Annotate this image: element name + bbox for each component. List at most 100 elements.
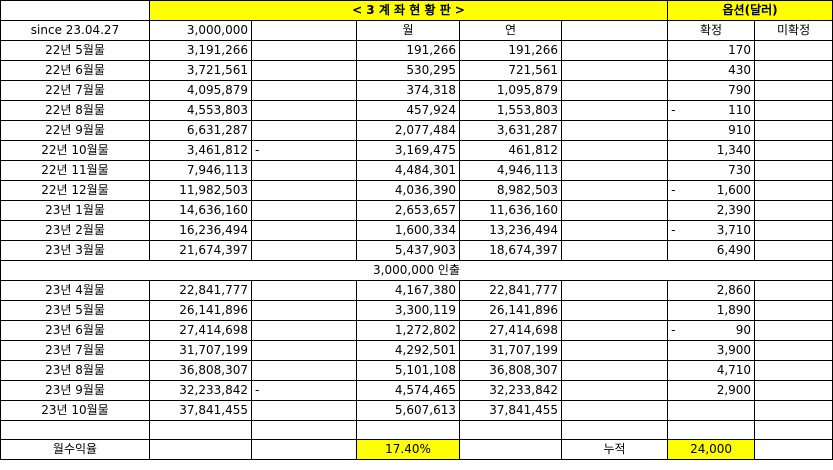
yearly-pnl-cell: 8,982,503 bbox=[459, 180, 562, 201]
yearly-pnl-cell: 22,841,777 bbox=[459, 280, 562, 301]
balance-cell-text: 31,707,199 bbox=[179, 343, 248, 357]
confirmed-option-cell: - 110 bbox=[667, 100, 756, 121]
contract-month-label: 23년 7월물 bbox=[0, 340, 150, 361]
confirmed-option-cell: 2,860 bbox=[667, 280, 756, 301]
yearly-pnl-cell: 1,553,803 bbox=[459, 100, 562, 121]
yearly-pnl-cell-text: 1,095,879 bbox=[496, 83, 558, 97]
spacer-cell bbox=[560, 380, 669, 401]
monthly-pnl-cell-text: 5,437,903 bbox=[394, 243, 456, 257]
contract-month-label-text: 22년 7월물 bbox=[45, 83, 105, 97]
footer-row: 월수익율 17.40% 누적 24,000 bbox=[0, 439, 833, 460]
balance-cell: 14,636,160 bbox=[149, 200, 252, 221]
yearly-pnl-cell: 26,141,896 bbox=[459, 300, 562, 321]
confirmed-option-cell: 170 bbox=[667, 40, 756, 61]
monthly-pnl-cell: 1,272,802 bbox=[356, 320, 460, 341]
month-sign-cell bbox=[251, 160, 357, 181]
month-sign-cell: - bbox=[251, 380, 357, 401]
contract-month-label: 22년 12월물 bbox=[0, 180, 150, 201]
month-sign-cell bbox=[251, 60, 357, 81]
contract-month-label-text: 23년 5월물 bbox=[45, 303, 105, 317]
table-row: 23년 4월물 22,841,777 4,167,380 22,841,777 2,86… bbox=[0, 280, 833, 301]
contract-month-label-text: 22년 8월물 bbox=[45, 103, 105, 117]
confirmed-option-cell: 790 bbox=[667, 80, 756, 101]
month-sign-cell bbox=[251, 400, 357, 421]
table-row: 22년 8월물 4,553,803 457,924 1,553,803 - 110 bbox=[0, 100, 833, 121]
yearly-pnl-cell-text: 11,636,160 bbox=[489, 203, 558, 217]
since-label: since 23.04.27 bbox=[0, 20, 150, 41]
contract-month-label-text: 22년 12월물 bbox=[41, 183, 109, 197]
month-sign-cell bbox=[251, 340, 357, 361]
contract-month-label-text: 23년 4월물 bbox=[45, 283, 105, 297]
table-row: 22년 12월물 11,982,503 4,036,390 8,982,503 - 1,6… bbox=[0, 180, 833, 201]
return-value: 17.40% bbox=[356, 439, 460, 460]
spacer-cell bbox=[560, 220, 669, 241]
unconfirmed-option-cell bbox=[754, 240, 833, 261]
monthly-pnl-cell-text: 457,924 bbox=[406, 103, 456, 117]
table-row: 22년 10월물 3,461,812- 3,169,475 461,812 1,340 bbox=[0, 140, 833, 161]
table-row: 23년 3월물 21,674,397 5,437,903 18,674,397 6,49… bbox=[0, 240, 833, 261]
contract-month-label-text: 23년 2월물 bbox=[45, 223, 105, 237]
spacer-cell bbox=[560, 320, 669, 341]
table-row: 23년 1월물 14,636,160 2,653,657 11,636,160 2,39… bbox=[0, 200, 833, 221]
monthly-pnl-cell-text: 374,318 bbox=[406, 83, 456, 97]
table-row: 22년 7월물 4,095,879 374,318 1,095,879 790 bbox=[0, 80, 833, 101]
confirmed-option-cell-text: 1,340 bbox=[716, 143, 752, 157]
yearly-pnl-cell: 191,266 bbox=[459, 40, 562, 61]
yearly-pnl-cell: 1,095,879 bbox=[459, 80, 562, 101]
monthly-pnl-cell-text: 2,077,484 bbox=[394, 123, 456, 137]
contract-month-label-text: 23년 8월물 bbox=[45, 363, 105, 377]
table-row: 23년 5월물 26,141,896 3,300,119 26,141,896 1,89… bbox=[0, 300, 833, 321]
spacer-cell bbox=[560, 120, 669, 141]
confirmed-option-cell: 2,390 bbox=[667, 200, 756, 221]
confirmed-option-cell: 3,900 bbox=[667, 340, 756, 361]
yearly-pnl-cell: 37,841,455 bbox=[459, 400, 562, 421]
unconfirmed-option-cell bbox=[754, 300, 833, 321]
balance-cell-text: 26,141,896 bbox=[179, 303, 248, 317]
contract-month-label-text: 22년 6월물 bbox=[45, 63, 105, 77]
spacer-cell bbox=[560, 160, 669, 181]
unconfirmed-option-cell bbox=[754, 360, 833, 381]
monthly-pnl-cell: 3,300,119 bbox=[356, 300, 460, 321]
contract-month-label: 22년 10월물 bbox=[0, 140, 150, 161]
month-sign-cell bbox=[251, 320, 357, 341]
contract-month-label-text: 23년 7월물 bbox=[45, 343, 105, 357]
unconfirmed-option-cell bbox=[754, 200, 833, 221]
table-row: 22년 5월물 3,191,266 191,266 191,266 170 bbox=[0, 40, 833, 61]
confirmed-option-cell: 6,490 bbox=[667, 240, 756, 261]
unconfirmed-option-cell bbox=[754, 280, 833, 301]
monthly-pnl-cell: 374,318 bbox=[356, 80, 460, 101]
yearly-pnl-cell: 461,812 bbox=[459, 140, 562, 161]
balance-cell: 11,982,503 bbox=[149, 180, 252, 201]
balance-cell: 3,721,561 bbox=[149, 60, 252, 81]
confirmed-option-cell-text: 910 bbox=[728, 123, 752, 137]
contract-month-label: 23년 8월물 bbox=[0, 360, 150, 381]
monthly-pnl-cell-text: 191,266 bbox=[406, 43, 456, 57]
contract-month-label-text: 22년 9월물 bbox=[45, 123, 105, 137]
monthly-pnl-cell: 457,924 bbox=[356, 100, 460, 121]
confirmed-option-cell-text: 3,710 bbox=[716, 223, 752, 237]
balance-cell-text: 36,808,307 bbox=[179, 363, 248, 377]
unconfirmed-option-cell bbox=[754, 80, 833, 101]
contract-month-label: 22년 5월물 bbox=[0, 40, 150, 61]
yearly-pnl-cell: 36,808,307 bbox=[459, 360, 562, 381]
balance-cell: 4,095,879 bbox=[149, 80, 252, 101]
month-sign-cell bbox=[251, 200, 357, 221]
yearly-pnl-cell: 3,631,287 bbox=[459, 120, 562, 141]
unconfirmed-option-cell bbox=[754, 140, 833, 161]
monthly-pnl-cell-text: 5,101,108 bbox=[394, 363, 456, 377]
confirmed-option-cell-text: 790 bbox=[728, 83, 752, 97]
confirmed-option-cell: - 1,600 bbox=[667, 180, 756, 201]
spacer-cell bbox=[560, 140, 669, 161]
contract-month-label-text: 22년 5월물 bbox=[45, 43, 105, 57]
month-sign-cell: - bbox=[251, 140, 357, 161]
yearly-pnl-cell: 18,674,397 bbox=[459, 240, 562, 261]
confirmed-option-cell: 2,900 bbox=[667, 380, 756, 401]
contract-month-label: 22년 7월물 bbox=[0, 80, 150, 101]
unconfirmed-option-cell bbox=[754, 40, 833, 61]
unconfirmed-option-cell bbox=[754, 60, 833, 81]
yearly-pnl-cell-text: 721,561 bbox=[508, 63, 558, 77]
monthly-pnl-cell: 191,266 bbox=[356, 40, 460, 61]
yearly-pnl-cell-text: 191,266 bbox=[508, 43, 558, 57]
monthly-pnl-cell-text: 3,300,119 bbox=[394, 303, 456, 317]
